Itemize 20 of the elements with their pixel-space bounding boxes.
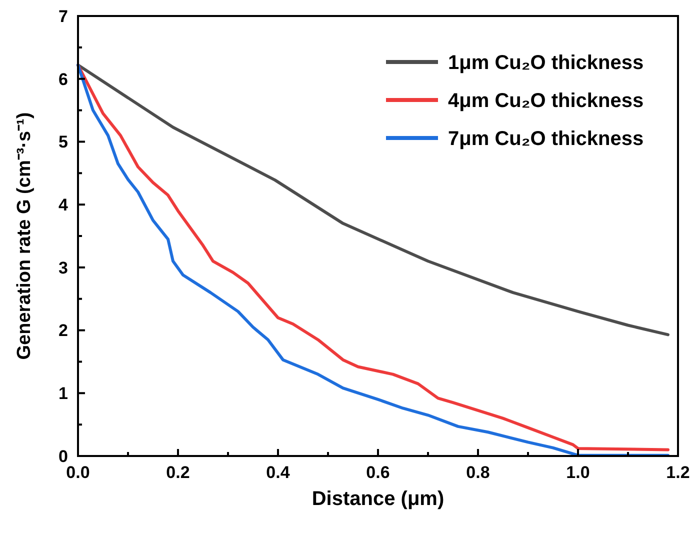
y-axis-title: Generation rate G (cm⁻³·s⁻¹) bbox=[14, 112, 35, 360]
y-tick-label: 2 bbox=[58, 321, 68, 340]
y-tick-label: 4 bbox=[58, 196, 69, 215]
x-axis-title: Distance (μm) bbox=[312, 488, 444, 510]
y-tick-label: 1 bbox=[58, 384, 68, 404]
legend-label: 4μm Cu₂O thickness bbox=[448, 90, 644, 112]
y-tick-label: 0 bbox=[58, 446, 68, 466]
y-tick-label: 3 bbox=[58, 258, 68, 278]
y-tick-label: 7 bbox=[58, 6, 68, 26]
x-tick-label: 0.8 bbox=[466, 463, 490, 482]
x-tick-label: 0.0 bbox=[66, 463, 90, 482]
y-tick-label: 5 bbox=[58, 132, 68, 152]
x-tick-label: 0.4 bbox=[266, 463, 290, 482]
legend-label: 1μm Cu₂O thickness bbox=[448, 52, 644, 74]
x-tick-label: 0.6 bbox=[366, 463, 390, 482]
x-tick-label: 1.0 bbox=[566, 463, 590, 482]
legend-label: 7μm Cu₂O thickness bbox=[448, 128, 644, 150]
y-tick-label: 6 bbox=[58, 70, 68, 89]
x-tick-label: 0.2 bbox=[166, 463, 190, 482]
x-tick-label: 1.2 bbox=[666, 463, 690, 482]
